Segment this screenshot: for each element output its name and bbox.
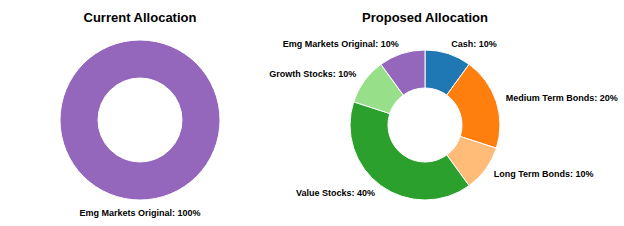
pie-group xyxy=(350,50,500,200)
chart-canvas: Current Allocation Emg Markets Original: … xyxy=(0,0,624,226)
data-label: Value Stocks: 40% xyxy=(296,188,375,198)
slice xyxy=(447,64,500,148)
data-label: Cash: 10% xyxy=(451,39,497,49)
slice xyxy=(381,50,425,95)
data-label: Emg Markets Original: 100% xyxy=(79,208,200,218)
data-label: Growth Stocks: 10% xyxy=(269,69,356,79)
data-label: Emg Markets Original: 10% xyxy=(283,39,399,49)
label-group: Emg Markets Original: 100% xyxy=(79,208,200,218)
slice xyxy=(350,102,469,200)
data-label: Long Term Bonds: 10% xyxy=(494,169,594,179)
background xyxy=(0,0,624,226)
slice xyxy=(60,40,220,200)
label-group: Cash: 10% Medium Term Bonds: 20% Long Term… xyxy=(269,39,617,199)
chart-title: Current Allocation xyxy=(84,10,197,25)
pie-group xyxy=(60,40,220,200)
data-label: Medium Term Bonds: 20% xyxy=(506,93,618,103)
chart-title: Proposed Allocation xyxy=(362,10,488,25)
